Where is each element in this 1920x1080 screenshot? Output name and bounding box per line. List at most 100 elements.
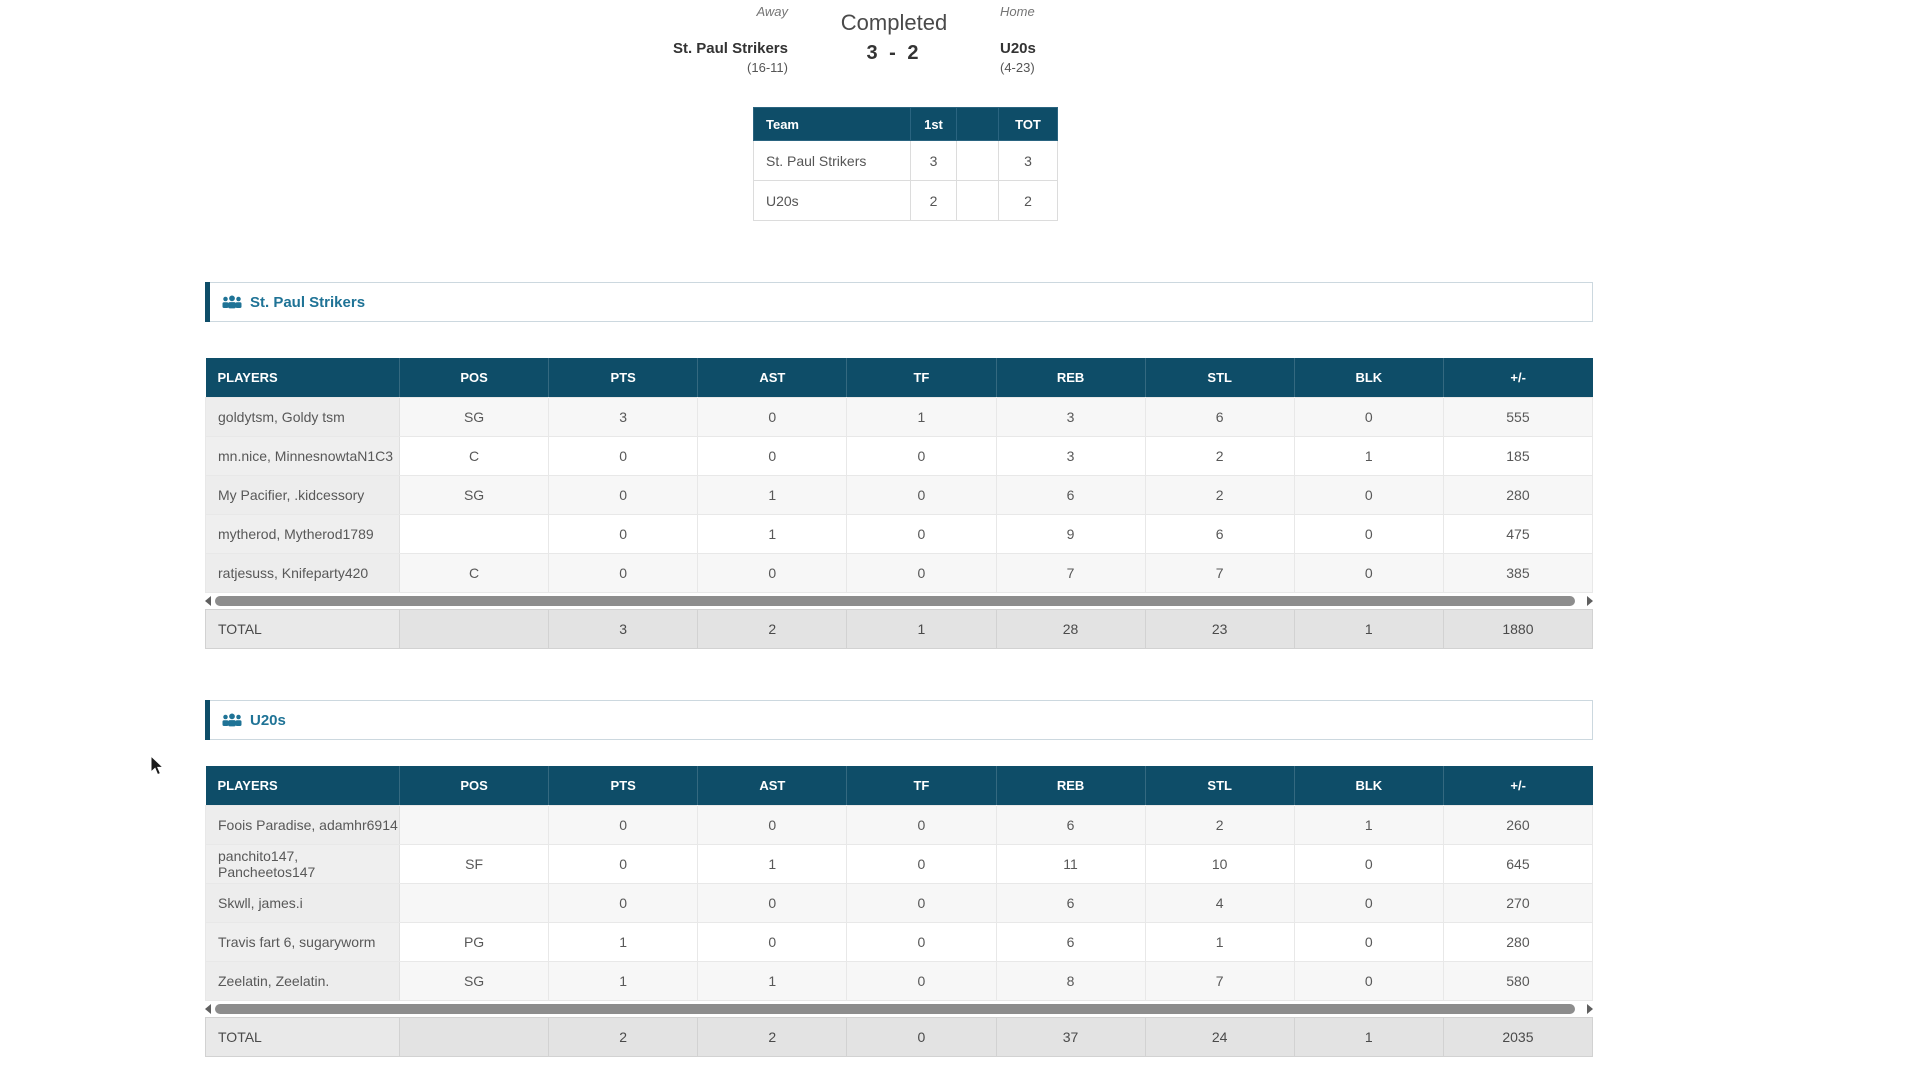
player-name-cell: My Pacifier, .kidcessory [205,474,400,515]
section-title: St. Paul Strikers [250,293,366,311]
linescore-score-cell: 3 [910,140,957,181]
stat-cell: 645 [1442,843,1594,884]
stat-cell: 0 [548,474,699,515]
stats-body: goldytsm, Goldy tsm SG 3 0 1 3 6 0 555 mn.nice, M… [205,396,1594,593]
stat-cell: 0 [1293,513,1444,554]
linescore-team-cell: U20s [753,180,911,221]
stats-header-row: PLAYERS POS PTS AST TF REB STL BLK +/- [205,766,1593,805]
stat-cell: 1 [548,921,699,962]
total-label-cell: TOTAL [205,608,400,649]
total-stat-cell: 0 [846,1016,997,1057]
stat-cell: 0 [697,921,848,962]
stat-cell: 7 [995,552,1146,593]
scroll-right-arrow-icon[interactable] [1587,1003,1593,1014]
stat-cell: C [398,552,550,593]
match-status: Completed [840,10,948,35]
stat-cell: 0 [1293,552,1444,593]
stat-cell: SF [398,843,550,884]
stat-column-header: PTS [548,766,699,805]
stat-cell: 9 [995,513,1146,554]
match-header: Away St. Paul Strikers (16-11) Completed… [640,2,1130,75]
player-row: goldytsm, Goldy tsm SG 3 0 1 3 6 0 555 [205,396,1594,437]
stat-cell: 1 [697,474,848,515]
total-stat-cell: 28 [995,608,1146,649]
total-stat-cell: 2 [548,1016,699,1057]
stat-cell: 185 [1442,435,1594,476]
stat-cell: 3 [995,435,1146,476]
stat-cell: 7 [1144,960,1295,1001]
stat-cell: 0 [697,804,848,845]
scroll-left-arrow-icon[interactable] [205,595,211,606]
stat-column-header: TF [846,766,997,805]
stat-column-header: PTS [548,358,699,397]
stat-cell: 1 [697,513,848,554]
total-stat-cell: 2 [697,1016,848,1057]
scrollbar-track[interactable] [214,1003,1584,1014]
stat-cell: 1 [846,396,997,437]
stat-cell: PG [398,921,550,962]
stat-cell [398,882,550,923]
stat-column-header: REB [996,766,1146,805]
stat-cell: 270 [1442,882,1594,923]
player-name-cell: goldytsm, Goldy tsm [205,396,400,437]
home-team-block: Home U20s (4-23) [1000,2,1130,75]
horizontal-scrollbar[interactable] [205,1001,1593,1017]
player-row: Travis fart 6, sugaryworm PG 1 0 0 6 1 0 280 [205,921,1594,962]
stat-cell: 0 [548,513,699,554]
match-status-block: Completed 3 - 2 [788,2,1000,65]
player-row: mn.nice, MinnesnowtaN1C3 C 0 0 0 3 2 1 185 [205,435,1594,476]
scrollbar-thumb[interactable] [215,595,1575,606]
horizontal-scrollbar[interactable] [205,593,1593,609]
scroll-left-arrow-icon[interactable] [205,1003,211,1014]
player-name-cell: Foois Paradise, adamhr6914 [205,804,400,845]
total-stat-cell [398,1016,550,1057]
stat-column-header: PLAYERS [205,766,400,805]
scroll-right-arrow-icon[interactable] [1587,595,1593,606]
stat-cell: 6 [995,921,1146,962]
stat-column-header: STL [1145,766,1295,805]
total-row: TOTAL 2 2 0 37 24 1 2035 [205,1016,1594,1057]
player-row: Zeelatin, Zeelatin. SG 1 1 0 8 7 0 580 [205,960,1594,1001]
stat-cell: SG [398,960,550,1001]
stat-cell: 0 [1293,843,1444,884]
home-team-name: U20s [1000,40,1036,57]
player-row: Skwll, james.i 0 0 0 6 4 0 270 [205,882,1594,923]
total-stat-cell: 2 [697,608,848,649]
linescore-team-cell: St. Paul Strikers [753,140,911,181]
stat-cell: 280 [1442,474,1594,515]
stat-column-header: BLK [1294,766,1444,805]
linescore-col-header: TOT [998,107,1058,141]
stat-cell: 2 [1144,474,1295,515]
linescore-body: St. Paul Strikers 3 3 U20s 2 2 [753,140,1058,221]
stat-cell: 3 [548,396,699,437]
users-icon [222,294,242,310]
stat-cell: 2 [1144,804,1295,845]
scrollbar-track[interactable] [214,595,1584,606]
stat-column-header: AST [697,358,848,397]
stat-column-header: STL [1145,358,1295,397]
stat-cell: 385 [1442,552,1594,593]
away-team-name: St. Paul Strikers [672,40,788,57]
home-label: Home [1000,4,1035,19]
stat-cell: SG [398,474,550,515]
stat-cell: 0 [697,435,848,476]
section-title: U20s [250,711,286,729]
player-stats-table: PLAYERS POS PTS AST TF REB STL BLK +/- goldytsm,… [205,358,1594,593]
stat-cell: 2 [1144,435,1295,476]
stat-cell: 0 [548,804,699,845]
mouse-cursor-icon [150,754,166,782]
player-row: ratjesuss, Knifeparty420 C 0 0 0 7 7 0 385 [205,552,1594,593]
stats-header-row: PLAYERS POS PTS AST TF REB STL BLK +/- [205,358,1593,397]
scrollbar-thumb[interactable] [215,1003,1575,1014]
stat-cell: 0 [1293,882,1444,923]
stat-cell: 0 [1293,921,1444,962]
player-stats-table: PLAYERS POS PTS AST TF REB STL BLK +/- Foois Par… [205,766,1594,1001]
stat-column-header: PLAYERS [205,358,400,397]
stat-cell: 0 [846,474,997,515]
stat-cell: 0 [846,513,997,554]
stat-cell: 0 [548,882,699,923]
home-team-stats: PLAYERS POS PTS AST TF REB STL BLK +/- Foois Par… [205,766,1594,1057]
stat-cell: 6 [1144,396,1295,437]
stat-cell: 0 [697,882,848,923]
stat-cell: 11 [995,843,1146,884]
